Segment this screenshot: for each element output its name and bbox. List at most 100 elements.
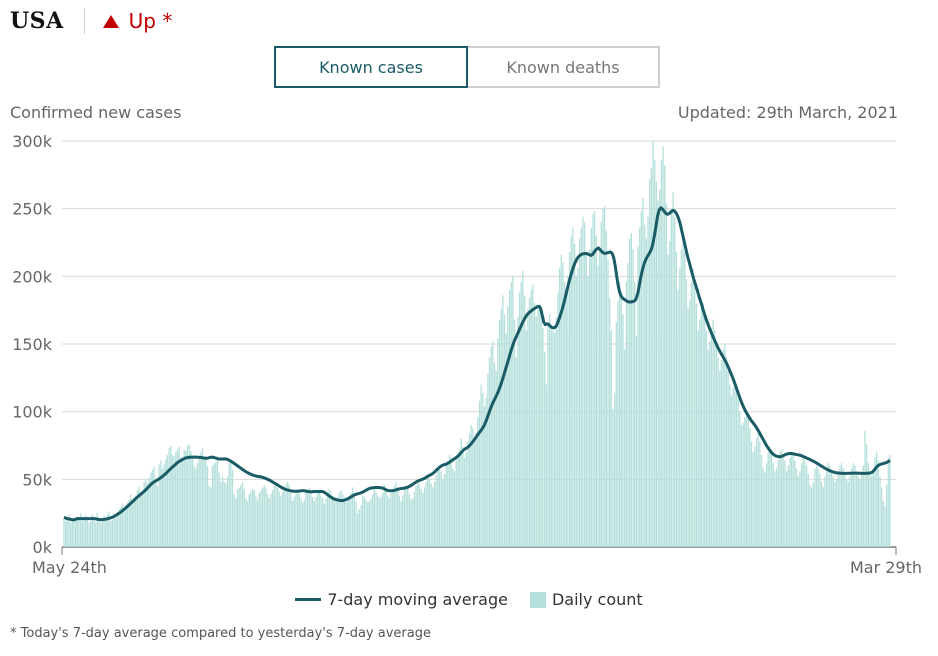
- daily-bar: [702, 303, 704, 547]
- daily-bar: [614, 392, 616, 547]
- daily-bar: [709, 341, 711, 547]
- daily-bar: [862, 465, 864, 547]
- daily-bar: [118, 509, 120, 547]
- daily-bar: [210, 487, 212, 547]
- daily-bar: [887, 457, 889, 547]
- daily-bar: [765, 463, 768, 547]
- daily-bar: [520, 281, 522, 547]
- up-arrow-icon: [102, 14, 119, 28]
- daily-bar: [642, 197, 644, 547]
- daily-bar: [797, 476, 799, 547]
- daily-bar: [842, 468, 844, 547]
- tab-known-deaths[interactable]: Known deaths: [468, 46, 660, 88]
- daily-bar: [742, 422, 744, 547]
- daily-bar: [607, 260, 609, 547]
- daily-bar: [130, 494, 132, 547]
- daily-bar: [847, 482, 849, 547]
- daily-bar: [527, 308, 529, 547]
- daily-bar: [442, 479, 444, 547]
- daily-bar: [755, 438, 758, 547]
- daily-bar: [583, 222, 586, 547]
- daily-bar: [682, 235, 684, 548]
- legend-bar-label: Daily count: [551, 590, 643, 609]
- daily-bar: [605, 230, 607, 547]
- daily-bar: [216, 459, 219, 547]
- daily-bar: [288, 484, 290, 547]
- daily-bar: [740, 425, 743, 547]
- daily-bar: [73, 519, 75, 547]
- daily-bar: [779, 452, 781, 547]
- daily-bar: [86, 517, 89, 547]
- daily-bar: [233, 494, 235, 547]
- daily-bar: [370, 498, 372, 547]
- daily-bar: [805, 465, 808, 547]
- daily-bar: [475, 433, 477, 547]
- daily-bar: [490, 346, 492, 547]
- daily-bar: [599, 249, 601, 547]
- daily-bar: [246, 500, 249, 547]
- daily-bar: [502, 295, 504, 547]
- daily-bar: [690, 281, 693, 547]
- daily-bar: [270, 494, 272, 547]
- daily-bar: [458, 449, 461, 547]
- daily-bar: [700, 308, 703, 547]
- daily-bar: [835, 479, 838, 547]
- daily-bar: [680, 249, 683, 547]
- daily-bar: [443, 473, 446, 547]
- daily-bar: [857, 476, 859, 547]
- daily-bar: [338, 492, 340, 547]
- daily-bar: [265, 487, 267, 547]
- daily-bar: [81, 521, 83, 547]
- daily-bar: [747, 417, 749, 547]
- daily-bar: [138, 486, 140, 547]
- cases-chart: 0k 50k 100k 150k 200k 250k 300k May 24th Mar 29t…: [12, 132, 922, 577]
- daily-bar: [372, 494, 374, 547]
- daily-bar: [88, 522, 90, 547]
- y-tick-label: 0k: [33, 538, 53, 557]
- daily-bar: [455, 460, 457, 547]
- daily-bar: [552, 330, 554, 547]
- tab-known-cases[interactable]: Known cases: [274, 46, 468, 88]
- daily-bar: [775, 468, 778, 547]
- daily-bar: [188, 444, 190, 547]
- daily-bar: [452, 468, 454, 547]
- daily-bar: [585, 251, 587, 547]
- daily-bar: [313, 500, 315, 547]
- daily-bar: [362, 495, 364, 547]
- daily-bar: [133, 498, 135, 547]
- x-start-label: May 24th: [32, 558, 107, 577]
- daily-bar: [710, 327, 713, 547]
- daily-bar: [610, 330, 612, 547]
- daily-bar: [814, 468, 816, 547]
- daily-bar: [772, 463, 774, 547]
- daily-bar: [477, 417, 479, 547]
- daily-bar: [408, 494, 411, 547]
- daily-bar: [143, 482, 145, 547]
- daily-bar: [884, 506, 886, 547]
- daily-bar: [410, 499, 412, 547]
- axes: 0k 50k 100k 150k 200k 250k 300k May 24th Mar 29t…: [12, 132, 922, 577]
- daily-bar: [593, 211, 596, 547]
- daily-bar: [378, 498, 381, 547]
- legend-line-swatch: [295, 598, 322, 601]
- daily-bar: [281, 491, 284, 547]
- daily-bar: [617, 300, 619, 547]
- daily-bar: [850, 468, 853, 547]
- daily-bar: [261, 487, 264, 547]
- daily-bar: [712, 319, 714, 547]
- daily-bar: [886, 484, 888, 547]
- daily-bar: [345, 502, 347, 547]
- daily-bar: [303, 499, 305, 547]
- daily-bar: [722, 349, 724, 547]
- daily-bar: [296, 490, 299, 547]
- daily-bar: [795, 468, 798, 547]
- daily-bar: [839, 465, 841, 547]
- daily-bar: [181, 459, 184, 547]
- daily-bar: [632, 249, 634, 547]
- country-title: USA: [10, 8, 64, 34]
- daily-bar: [540, 306, 542, 547]
- daily-bar: [874, 457, 876, 547]
- daily-bar: [864, 430, 866, 547]
- daily-bar: [101, 518, 104, 547]
- daily-bar: [226, 476, 229, 547]
